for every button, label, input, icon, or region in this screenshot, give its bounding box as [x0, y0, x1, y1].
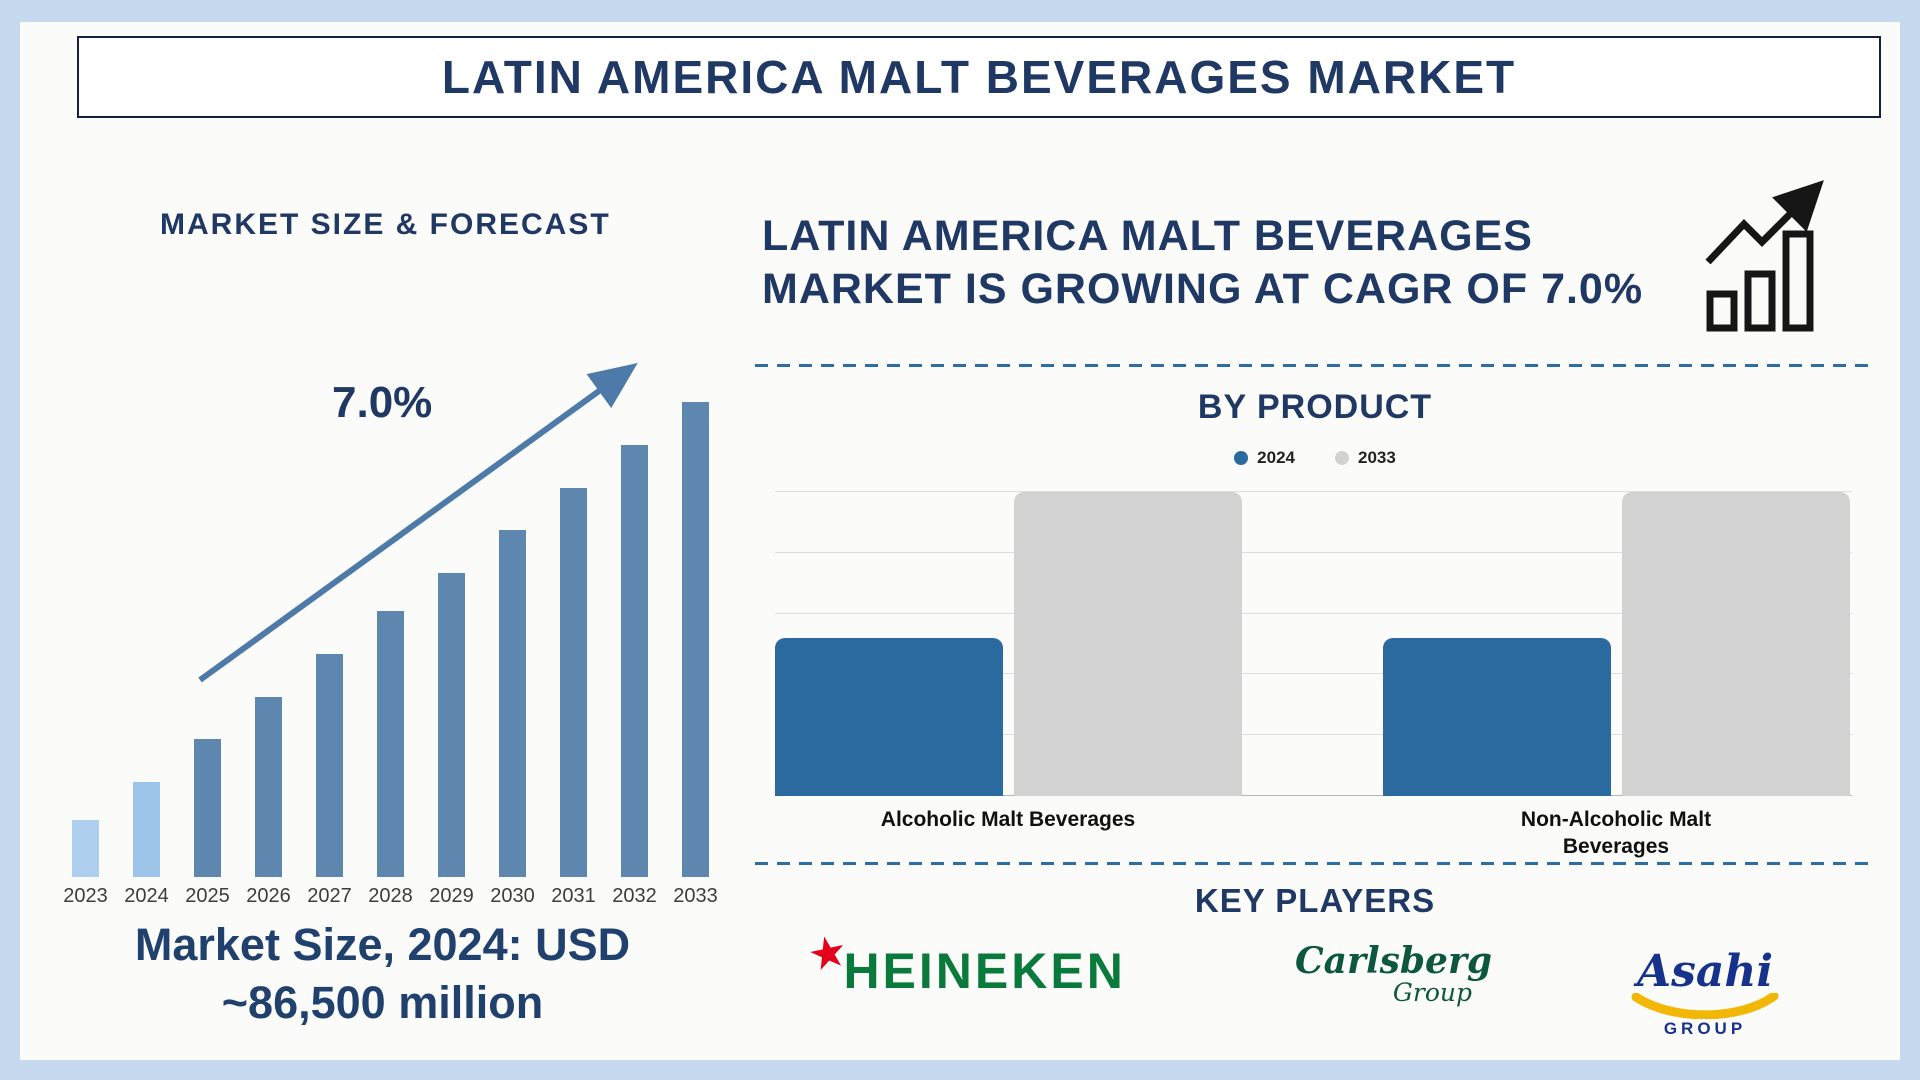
forecast-year-label: 2031 — [551, 885, 596, 907]
asahi-swoosh-icon — [1631, 993, 1779, 1019]
gridline — [775, 734, 1852, 736]
forecast-bar-2028 — [377, 611, 404, 877]
market-size-caption: Market Size, 2024: USD ~86,500 million — [55, 916, 710, 1032]
heineken-wordmark: HEINEKEN — [843, 943, 1126, 999]
forecast-bar-2024 — [133, 782, 160, 877]
by-product-title: BY PRODUCT — [1197, 388, 1433, 426]
forecast-bar-2026 — [255, 696, 282, 877]
forecast-year-label: 2024 — [124, 885, 169, 907]
content-panel — [20, 22, 1900, 1060]
forecast-bar-column — [482, 402, 543, 877]
market-size-caption-line2: ~86,500 million — [221, 977, 544, 1028]
forecast-year-label: 2028 — [368, 885, 413, 907]
forecast-x-axis: 2023 2024 2025 2026 2027 2028 2029 2030 2031 2032… — [55, 885, 726, 908]
forecast-bar-column — [238, 402, 299, 877]
growth-chart-icon — [1705, 180, 1824, 332]
chart-legend: 2024 2033 — [760, 448, 1870, 468]
by-product-bar-chart — [775, 491, 1852, 796]
key-players-title: KEY PLAYERS — [1194, 882, 1436, 919]
forecast-bars-area — [55, 402, 726, 877]
forecast-bar-column — [177, 402, 238, 877]
forecast-year-label: 2029 — [429, 885, 474, 907]
carlsberg-logo: Carlsberg Group — [1295, 940, 1493, 1007]
forecast-bar-column — [116, 402, 177, 877]
growth-headline-line2: MARKET IS GROWING AT CAGR OF 7.0% — [762, 265, 1644, 313]
forecast-year-label: 2033 — [673, 885, 718, 907]
forecast-bar-column — [55, 402, 116, 877]
forecast-year-label: 2025 — [185, 885, 230, 907]
market-size-caption-line1: Market Size, 2024: USD — [134, 919, 631, 970]
trend-arrow-icon — [198, 362, 638, 683]
gridline — [775, 491, 1852, 492]
forecast-bar-column — [421, 402, 482, 877]
byproduct-bar-2033-alcoholic — [1014, 492, 1242, 796]
divider-dashed-top — [755, 364, 1875, 367]
legend-item-2033: 2033 — [1335, 448, 1396, 468]
legend-label-2033: 2033 — [1358, 448, 1396, 467]
forecast-year-label: 2026 — [246, 885, 291, 907]
divider-dashed-bottom — [755, 862, 1875, 865]
forecast-bar-chart: 2023 2024 2025 2026 2027 2028 2029 2030 2031 2032… — [55, 402, 726, 908]
growth-headline-line1: LATIN AMERICA MALT BEVERAGES — [762, 212, 1533, 260]
gridline — [775, 673, 1852, 675]
forecast-year-label: 2027 — [307, 885, 352, 907]
legend-swatch-2033-icon — [1335, 451, 1349, 465]
byproduct-bar-2024-non-alcoholic — [1383, 637, 1611, 796]
forecast-bar-2029 — [438, 573, 465, 877]
asahi-wordmark: Asahi — [1636, 946, 1774, 997]
page-title: LATIN AMERICA MALT BEVERAGES MARKET — [441, 51, 1517, 103]
forecast-year-label: 2032 — [612, 885, 657, 907]
forecast-bar-2027 — [316, 653, 343, 877]
growth-headline: LATIN AMERICA MALT BEVERAGES MARKET IS G… — [762, 210, 1697, 316]
legend-swatch-2024-icon — [1234, 451, 1249, 465]
forecast-bar-column — [543, 402, 604, 877]
carlsberg-wordmark: Carlsberg — [1295, 940, 1493, 982]
forecast-bar-2033 — [682, 402, 709, 877]
forecast-bar-2031 — [560, 487, 587, 877]
cagr-label: 7.0% — [332, 378, 433, 427]
forecast-bar-2025 — [194, 739, 221, 877]
forecast-section-title: MARKET SIZE & FORECAST — [160, 208, 611, 241]
asahi-group-label: GROUP — [1663, 1019, 1747, 1038]
asahi-logo: Asahi GROUP — [1630, 946, 1780, 1039]
carlsberg-group-label: Group — [1392, 978, 1472, 1007]
forecast-year-label: 2023 — [63, 885, 108, 907]
forecast-bar-column — [665, 402, 726, 877]
heineken-logo: ★ HEINEKEN — [803, 925, 1126, 1000]
forecast-bar-2023 — [72, 820, 99, 877]
gridline — [775, 795, 1852, 796]
forecast-bar-column — [604, 402, 665, 877]
legend-item-2024: 2024 — [1234, 448, 1295, 468]
forecast-bar-column — [360, 402, 421, 877]
gridline — [775, 612, 1852, 614]
forecast-year-label: 2030 — [490, 885, 535, 907]
forecast-bar-2032 — [621, 444, 648, 877]
byproduct-bar-2033-non-alcoholic — [1622, 492, 1850, 796]
category-label-alcoholic: Alcoholic Malt Beverages — [880, 808, 1136, 831]
title-banner: LATIN AMERICA MALT BEVERAGES MARKET — [77, 36, 1881, 118]
legend-label-2024: 2024 — [1257, 448, 1295, 467]
gridline — [775, 551, 1852, 553]
category-label-non-alcoholic: Non-Alcoholic Malt Beverages — [1520, 808, 1712, 858]
byproduct-bar-2024-alcoholic — [775, 637, 1003, 796]
forecast-bar-column — [299, 402, 360, 877]
forecast-bar-2030 — [499, 530, 526, 877]
